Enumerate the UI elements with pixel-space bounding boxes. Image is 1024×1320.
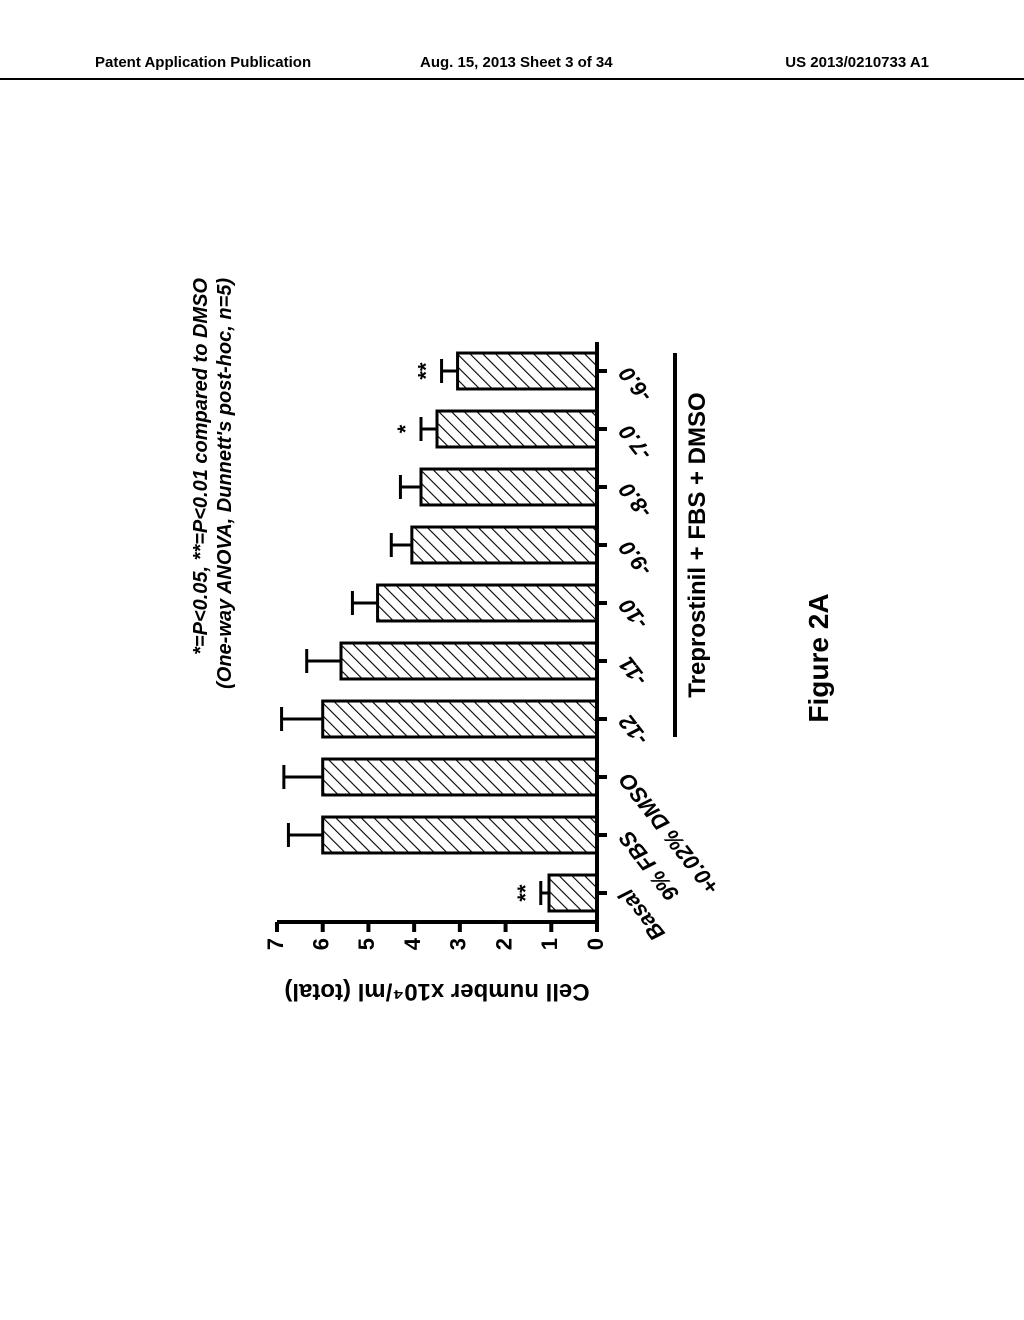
svg-text:-8.0: -8.0 [613,477,657,523]
stat-note-line2: (One-way ANOVA, Dunnett's post-hoc, n=5) [213,278,237,1038]
patent-header: Patent Application Publication Aug. 15, … [0,52,1024,80]
svg-text:Cell number x10⁴/ml (total): Cell number x10⁴/ml (total) [284,978,589,1005]
svg-text:5: 5 [354,938,379,950]
header-right: US 2013/0210733 A1 [785,54,929,71]
svg-text:-7.0: -7.0 [613,419,657,465]
svg-text:-6.0: -6.0 [613,361,657,407]
svg-text:-11: -11 [614,652,652,691]
svg-text:3: 3 [446,938,471,950]
svg-text:2: 2 [491,938,516,950]
header-left: Patent Application Publication [95,54,311,71]
svg-text:-12: -12 [613,709,653,750]
svg-text:**: ** [414,362,439,380]
bar-chart: 01234567Cell number x10⁴/ml (total)**Bas… [237,278,757,1038]
stat-note-line1: *=P<0.05, **=P<0.01 compared to DMSO [189,278,213,1038]
svg-text:Treprostinil + FBS + DMSO: Treprostinil + FBS + DMSO [684,392,711,697]
figure-caption: Figure 2A [803,278,835,1038]
svg-text:6: 6 [309,938,334,950]
header-center: Aug. 15, 2013 Sheet 3 of 34 [420,54,613,71]
svg-text:7: 7 [263,938,288,950]
svg-text:1: 1 [537,938,562,950]
svg-text:4: 4 [400,937,425,950]
svg-text:0: 0 [583,938,608,950]
svg-text:-10: -10 [613,593,653,634]
figure-rotated: *=P<0.05, **=P<0.01 compared to DMSO(One… [189,278,835,1038]
svg-text:-9.0: -9.0 [613,535,657,581]
stat-note: *=P<0.05, **=P<0.01 compared to DMSO(One… [189,278,237,1038]
svg-text:**: ** [513,884,538,902]
svg-text:*: * [393,424,418,433]
